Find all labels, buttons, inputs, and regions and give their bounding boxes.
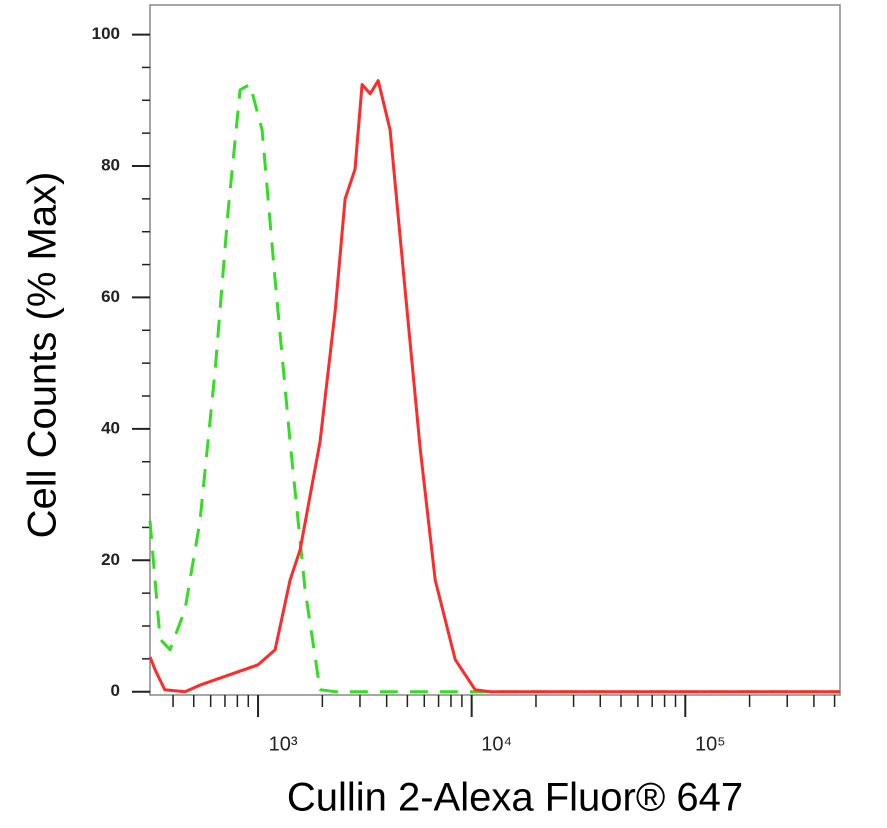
y-tick-label: 40 bbox=[101, 418, 120, 437]
y-tick-label: 20 bbox=[101, 550, 120, 569]
plot-frame bbox=[149, 4, 841, 696]
histogram-line bbox=[148, 79, 840, 694]
y-tick-label: 100 bbox=[92, 24, 120, 43]
x-tick-label: 10⁵ bbox=[695, 733, 726, 755]
x-axis-label: Cullin 2-Alexa Fluor® 647 bbox=[287, 776, 743, 820]
x-tick-label: 10³ bbox=[269, 733, 298, 755]
y-tick-label: 0 bbox=[111, 681, 120, 700]
y-tick-label: 60 bbox=[101, 287, 120, 306]
x-tick-label: 10⁴ bbox=[481, 733, 512, 755]
histogram-line bbox=[148, 83, 840, 694]
y-axis-label: Cell Counts (% Max) bbox=[21, 172, 65, 539]
y-tick-label: 80 bbox=[101, 155, 120, 174]
